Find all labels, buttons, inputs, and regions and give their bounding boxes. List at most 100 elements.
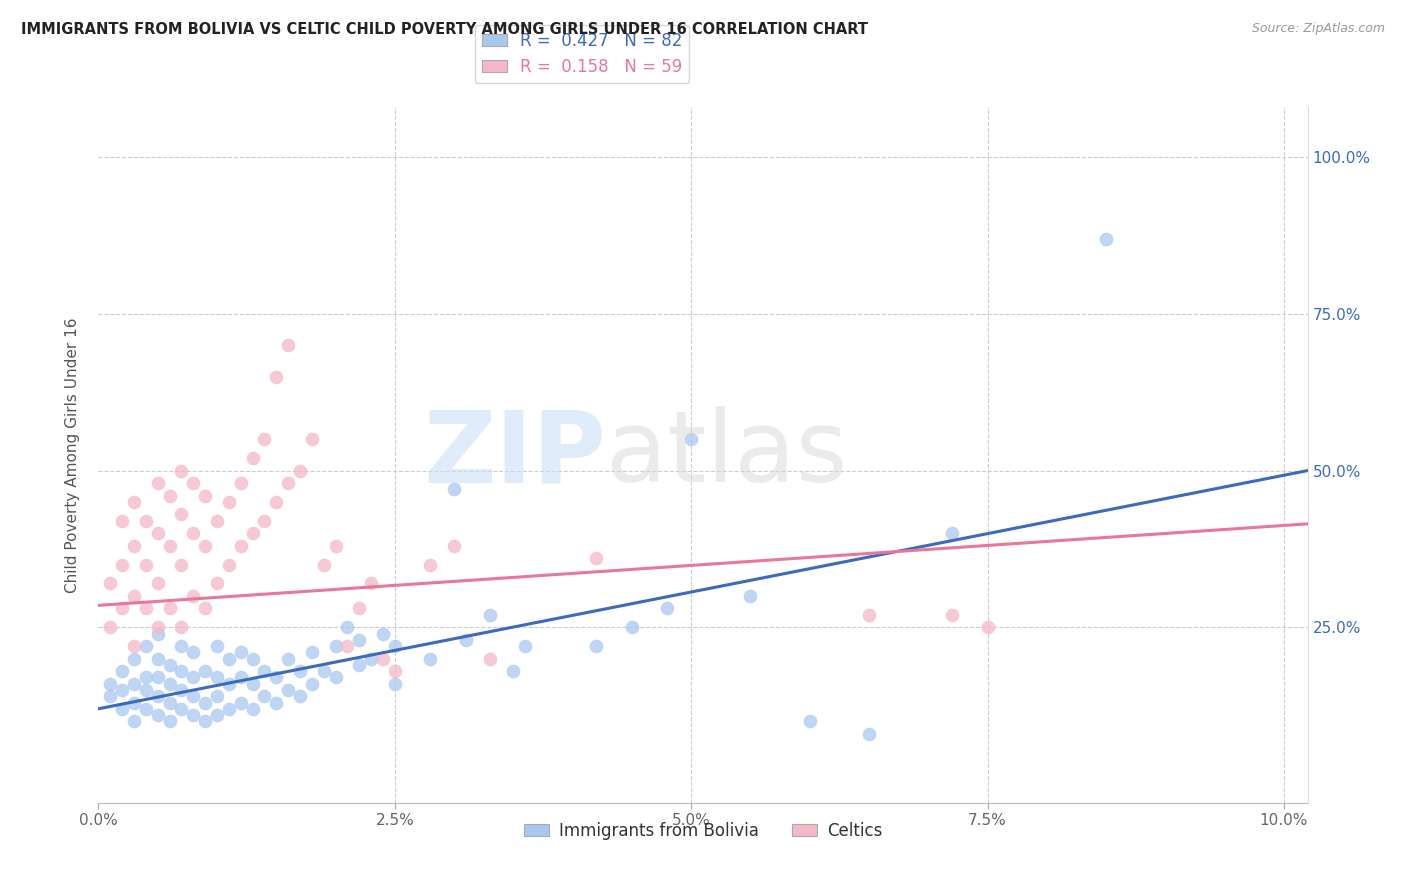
Point bbox=[277, 476, 299, 491]
Point bbox=[478, 607, 501, 622]
Legend: Immigrants from Bolivia, Celtics: Immigrants from Bolivia, Celtics bbox=[517, 815, 889, 847]
Point bbox=[135, 670, 157, 684]
Point bbox=[170, 702, 193, 716]
Point bbox=[242, 451, 264, 466]
Point bbox=[194, 489, 217, 503]
Point bbox=[159, 539, 181, 553]
Point bbox=[170, 664, 193, 678]
Point bbox=[229, 696, 252, 710]
Point bbox=[384, 664, 406, 678]
Text: Source: ZipAtlas.com: Source: ZipAtlas.com bbox=[1251, 22, 1385, 36]
Point bbox=[170, 558, 193, 572]
Point bbox=[360, 651, 382, 665]
Point bbox=[111, 514, 134, 528]
Point bbox=[443, 539, 465, 553]
Point bbox=[146, 708, 169, 723]
Point bbox=[122, 696, 145, 710]
Point bbox=[122, 651, 145, 665]
Point bbox=[301, 645, 323, 659]
Point bbox=[347, 601, 370, 615]
Point bbox=[181, 526, 204, 541]
Point bbox=[205, 639, 228, 653]
Point bbox=[478, 651, 501, 665]
Text: atlas: atlas bbox=[606, 407, 848, 503]
Point bbox=[515, 639, 537, 653]
Point bbox=[146, 651, 169, 665]
Point bbox=[170, 620, 193, 634]
Point bbox=[146, 670, 169, 684]
Point bbox=[347, 632, 370, 647]
Point bbox=[159, 601, 181, 615]
Point bbox=[384, 676, 406, 690]
Point bbox=[242, 702, 264, 716]
Point bbox=[194, 539, 217, 553]
Point bbox=[419, 558, 441, 572]
Point bbox=[229, 539, 252, 553]
Point bbox=[98, 620, 121, 634]
Point bbox=[135, 683, 157, 698]
Point bbox=[205, 708, 228, 723]
Text: ZIP: ZIP bbox=[423, 407, 606, 503]
Point bbox=[1095, 232, 1118, 246]
Point bbox=[976, 620, 998, 634]
Point bbox=[253, 690, 276, 704]
Point bbox=[146, 526, 169, 541]
Point bbox=[384, 639, 406, 653]
Point bbox=[288, 690, 311, 704]
Point bbox=[277, 338, 299, 352]
Point bbox=[181, 589, 204, 603]
Point bbox=[122, 589, 145, 603]
Point bbox=[312, 664, 335, 678]
Point bbox=[443, 483, 465, 497]
Point bbox=[264, 369, 287, 384]
Point bbox=[681, 432, 703, 446]
Point bbox=[159, 657, 181, 672]
Point bbox=[135, 702, 157, 716]
Point bbox=[111, 558, 134, 572]
Point bbox=[146, 690, 169, 704]
Point bbox=[585, 639, 607, 653]
Point bbox=[264, 495, 287, 509]
Point bbox=[205, 576, 228, 591]
Point bbox=[858, 607, 880, 622]
Point bbox=[170, 464, 193, 478]
Point bbox=[360, 576, 382, 591]
Point bbox=[111, 702, 134, 716]
Point bbox=[288, 664, 311, 678]
Point bbox=[312, 558, 335, 572]
Point bbox=[371, 651, 394, 665]
Point bbox=[242, 526, 264, 541]
Point bbox=[325, 539, 347, 553]
Point bbox=[181, 670, 204, 684]
Point bbox=[111, 601, 134, 615]
Point bbox=[205, 514, 228, 528]
Point bbox=[135, 514, 157, 528]
Point bbox=[218, 651, 240, 665]
Point bbox=[146, 620, 169, 634]
Point bbox=[336, 639, 359, 653]
Point bbox=[170, 683, 193, 698]
Point bbox=[122, 639, 145, 653]
Point bbox=[253, 432, 276, 446]
Point bbox=[264, 670, 287, 684]
Point bbox=[98, 576, 121, 591]
Point bbox=[98, 690, 121, 704]
Point bbox=[347, 657, 370, 672]
Point bbox=[205, 690, 228, 704]
Point bbox=[277, 683, 299, 698]
Point bbox=[181, 690, 204, 704]
Point bbox=[325, 639, 347, 653]
Point bbox=[194, 696, 217, 710]
Point bbox=[620, 620, 643, 634]
Point bbox=[111, 664, 134, 678]
Point bbox=[122, 676, 145, 690]
Point bbox=[170, 639, 193, 653]
Point bbox=[194, 664, 217, 678]
Point bbox=[740, 589, 762, 603]
Point bbox=[98, 676, 121, 690]
Point bbox=[194, 714, 217, 729]
Point bbox=[181, 645, 204, 659]
Point bbox=[336, 620, 359, 634]
Point bbox=[146, 626, 169, 640]
Point bbox=[277, 651, 299, 665]
